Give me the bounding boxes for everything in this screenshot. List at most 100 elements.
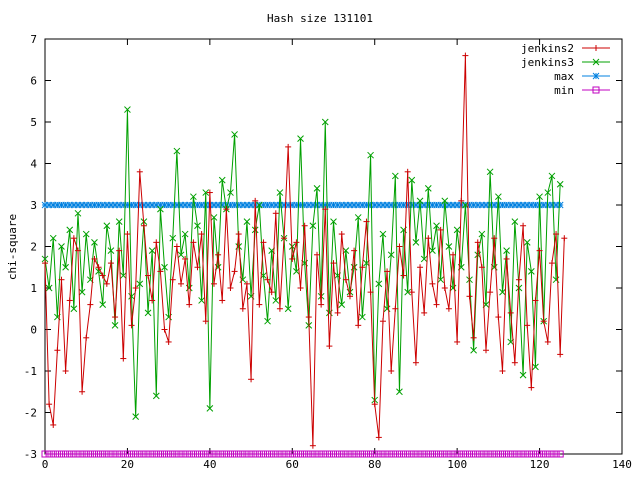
marker-square bbox=[239, 450, 247, 458]
data-point bbox=[128, 292, 135, 300]
marker-square bbox=[503, 450, 511, 458]
data-point bbox=[379, 318, 386, 325]
data-point bbox=[527, 268, 535, 275]
marker-square bbox=[515, 450, 523, 458]
marker-square bbox=[198, 450, 206, 458]
data-point bbox=[248, 376, 255, 383]
x-tick-label: 100 bbox=[447, 458, 467, 471]
data-point bbox=[429, 280, 436, 287]
data-point bbox=[437, 450, 445, 458]
data-point bbox=[239, 450, 247, 458]
data-point bbox=[107, 247, 115, 255]
data-point bbox=[408, 450, 416, 458]
data-point bbox=[375, 450, 383, 458]
legend-marker bbox=[592, 58, 600, 66]
data-point bbox=[461, 450, 469, 458]
marker-square bbox=[519, 450, 527, 458]
data-point bbox=[144, 309, 152, 317]
marker-square bbox=[243, 450, 251, 458]
data-point bbox=[58, 243, 65, 250]
data-point bbox=[70, 305, 78, 313]
data-point bbox=[198, 297, 205, 304]
data-point bbox=[74, 247, 81, 254]
data-point bbox=[548, 172, 556, 180]
data-point bbox=[190, 193, 197, 201]
y-tick-label: -1 bbox=[24, 365, 37, 378]
data-point bbox=[152, 392, 160, 400]
data-point bbox=[132, 450, 140, 458]
data-point bbox=[474, 239, 481, 246]
marker-stroke bbox=[202, 189, 210, 196]
data-point bbox=[95, 264, 102, 271]
marker-stroke bbox=[62, 263, 69, 271]
data-point bbox=[450, 251, 457, 258]
data-point bbox=[285, 143, 292, 150]
y-tick-label: 1 bbox=[30, 282, 37, 295]
data-point bbox=[425, 235, 432, 242]
data-point bbox=[281, 235, 288, 242]
data-point bbox=[457, 450, 465, 458]
series-min bbox=[41, 450, 564, 458]
y-tick-label: 2 bbox=[30, 241, 37, 254]
marker-stroke bbox=[354, 214, 362, 221]
data-point bbox=[227, 285, 234, 291]
marker-stroke bbox=[592, 72, 600, 80]
data-point bbox=[453, 450, 461, 458]
marker-stroke bbox=[49, 234, 57, 242]
data-point bbox=[79, 388, 86, 395]
marker-square bbox=[280, 450, 288, 458]
data-point bbox=[478, 450, 486, 458]
data-point bbox=[194, 264, 201, 271]
marker-stroke bbox=[255, 201, 263, 209]
marker-square bbox=[136, 450, 144, 458]
data-point bbox=[268, 450, 276, 458]
data-point bbox=[202, 450, 210, 458]
marker-stroke bbox=[169, 234, 177, 242]
data-point bbox=[412, 359, 419, 366]
y-tick-label: 6 bbox=[30, 75, 37, 88]
data-point bbox=[556, 180, 564, 188]
data-point bbox=[284, 450, 292, 458]
data-point bbox=[189, 450, 197, 458]
marker-square bbox=[592, 86, 600, 94]
data-point bbox=[507, 450, 515, 458]
marker-stroke bbox=[74, 209, 82, 217]
data-point bbox=[355, 322, 362, 329]
data-point bbox=[478, 230, 486, 238]
marker-square bbox=[259, 450, 267, 458]
data-point bbox=[503, 247, 510, 255]
marker-stroke bbox=[420, 255, 428, 263]
data-point bbox=[70, 235, 77, 242]
data-point bbox=[540, 318, 547, 325]
data-point bbox=[255, 450, 263, 458]
marker-square bbox=[387, 450, 395, 458]
data-point bbox=[78, 288, 86, 296]
series-jenkins2 bbox=[42, 52, 568, 449]
data-point bbox=[387, 450, 395, 458]
marker-square bbox=[107, 450, 115, 458]
data-point bbox=[544, 450, 552, 458]
data-point bbox=[358, 313, 366, 321]
data-point bbox=[387, 251, 395, 259]
data-point bbox=[45, 450, 53, 458]
data-point bbox=[297, 450, 305, 458]
data-point bbox=[420, 255, 428, 263]
data-point bbox=[206, 189, 213, 196]
data-point bbox=[231, 450, 239, 458]
data-point bbox=[342, 450, 350, 458]
marker-square bbox=[424, 450, 432, 458]
data-point bbox=[124, 106, 131, 113]
data-point bbox=[111, 321, 119, 329]
data-point bbox=[256, 301, 263, 308]
marker-stroke bbox=[297, 135, 304, 142]
data-point bbox=[326, 343, 333, 350]
data-point bbox=[540, 450, 548, 458]
data-point bbox=[86, 450, 94, 458]
data-point bbox=[276, 305, 283, 312]
marker-stroke bbox=[338, 301, 346, 308]
data-point bbox=[276, 189, 284, 196]
data-point bbox=[70, 450, 78, 458]
data-point bbox=[87, 301, 94, 308]
data-point bbox=[470, 346, 477, 354]
data-point bbox=[305, 314, 312, 321]
